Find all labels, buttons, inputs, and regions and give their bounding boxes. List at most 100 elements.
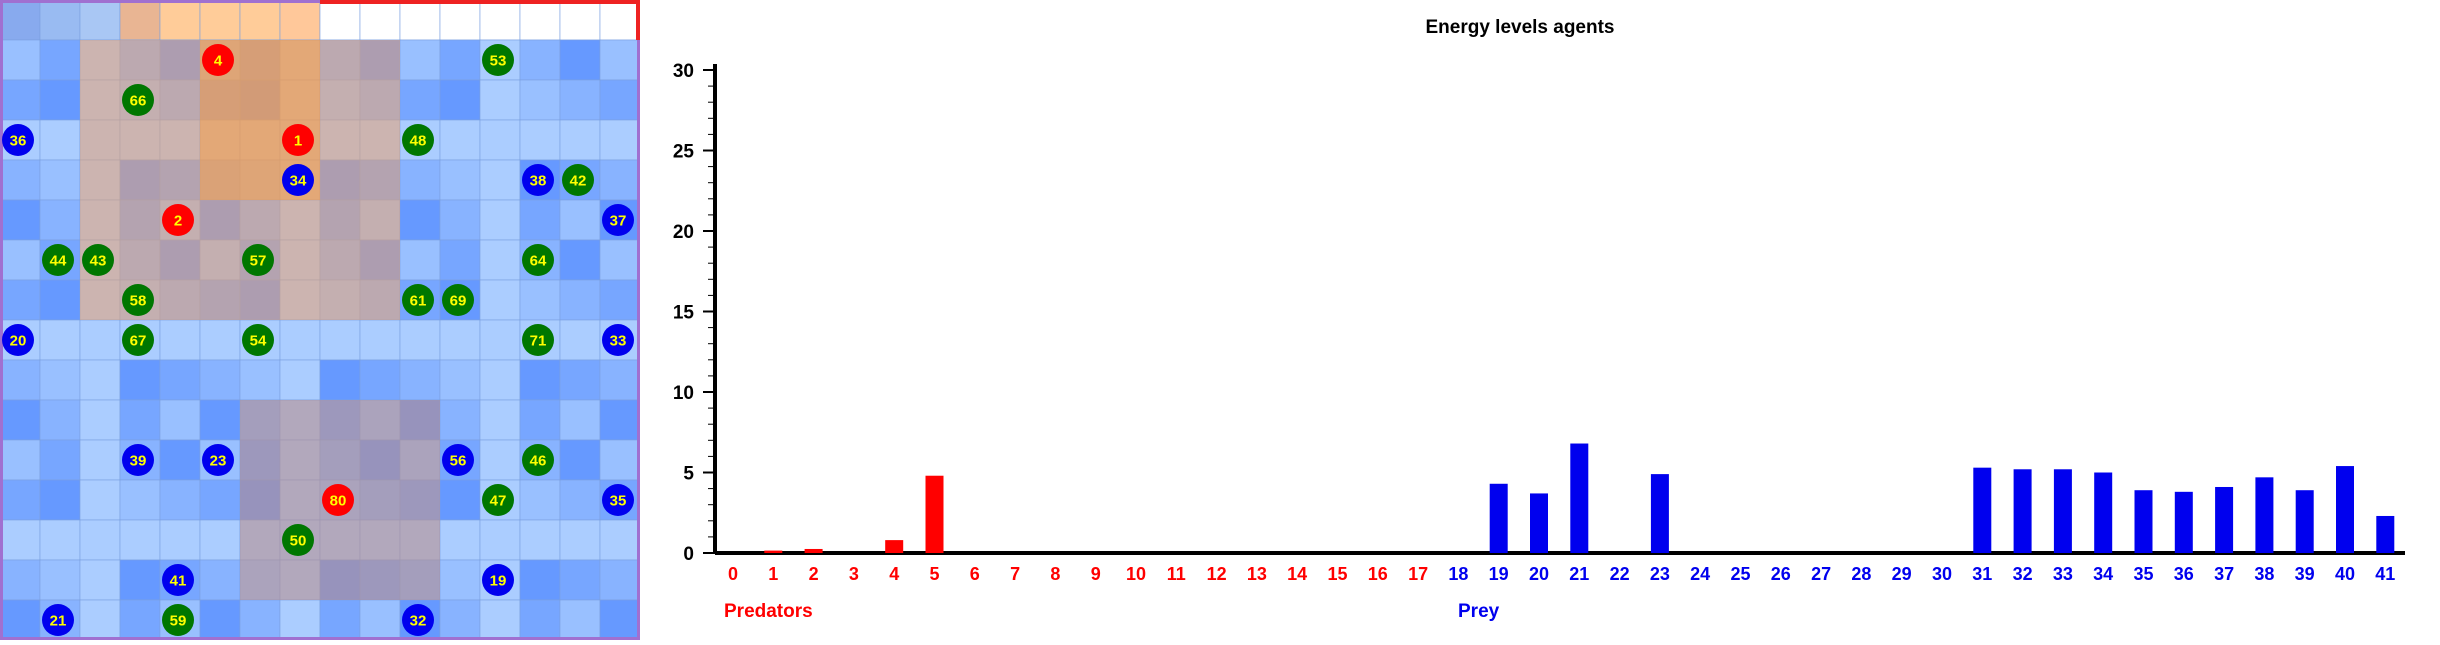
grazer-agent-marker[interactable] xyxy=(522,244,554,276)
grid-cell xyxy=(199,319,241,361)
prey-agent-marker[interactable] xyxy=(602,484,634,516)
group-label-predators: Predators xyxy=(724,601,813,622)
x-tick-label: 7 xyxy=(1010,564,1020,584)
prey-agent[interactable]: 32 xyxy=(402,604,434,636)
prey-agent[interactable]: 23 xyxy=(202,444,234,476)
prey-agent[interactable]: 38 xyxy=(522,164,554,196)
grid-cell xyxy=(599,599,641,641)
prey-agent[interactable]: 35 xyxy=(602,484,634,516)
grazer-agent[interactable]: 59 xyxy=(162,604,194,636)
grazer-agent-marker[interactable] xyxy=(482,44,514,76)
energy-bar-37 xyxy=(2215,486,2234,553)
grid-cell xyxy=(39,399,81,441)
grazer-agent-marker[interactable] xyxy=(122,324,154,356)
predator-agent-marker[interactable] xyxy=(162,204,194,236)
energy-bar-41 xyxy=(2376,515,2395,553)
grazer-agent[interactable]: 44 xyxy=(42,244,74,276)
grazer-agent-marker[interactable] xyxy=(82,244,114,276)
grazer-agent-marker[interactable] xyxy=(242,324,274,356)
x-tick-label: 12 xyxy=(1207,564,1227,584)
prey-agent[interactable]: 37 xyxy=(602,204,634,236)
grazer-agent-marker[interactable] xyxy=(482,484,514,516)
grid-cell xyxy=(79,599,121,641)
grid-cell xyxy=(399,359,441,401)
grazer-agent[interactable]: 69 xyxy=(442,284,474,316)
grid-cell xyxy=(119,599,161,641)
grazer-agent[interactable]: 54 xyxy=(242,324,274,356)
grazer-agent[interactable]: 43 xyxy=(82,244,114,276)
grazer-agent[interactable]: 53 xyxy=(482,44,514,76)
prey-agent-marker[interactable] xyxy=(122,444,154,476)
grazer-agent-marker[interactable] xyxy=(442,284,474,316)
grazer-agent[interactable]: 46 xyxy=(522,444,554,476)
prey-agent-marker[interactable] xyxy=(402,604,434,636)
prey-agent-marker[interactable] xyxy=(2,324,34,356)
prey-agent[interactable]: 41 xyxy=(162,564,194,596)
prey-agent[interactable]: 56 xyxy=(442,444,474,476)
grazer-agent-marker[interactable] xyxy=(162,604,194,636)
grid-cell xyxy=(439,119,481,161)
grazer-agent-marker[interactable] xyxy=(242,244,274,276)
grazer-agent-marker[interactable] xyxy=(282,524,314,556)
grazer-agent-marker[interactable] xyxy=(402,124,434,156)
prey-agent[interactable]: 21 xyxy=(42,604,74,636)
grazer-agent[interactable]: 64 xyxy=(522,244,554,276)
x-tick-label: 37 xyxy=(2214,564,2234,584)
prey-agent-marker[interactable] xyxy=(162,564,194,596)
prey-agent[interactable]: 19 xyxy=(482,564,514,596)
grid-cell xyxy=(479,79,521,121)
agent-id-label: 61 xyxy=(410,293,427,310)
agent-id-label: 39 xyxy=(130,453,147,470)
grazer-agent[interactable]: 48 xyxy=(402,124,434,156)
prey-agent-marker[interactable] xyxy=(202,444,234,476)
grazer-agent[interactable]: 71 xyxy=(522,324,554,356)
grazer-agent[interactable]: 66 xyxy=(122,84,154,116)
grazer-agent-marker[interactable] xyxy=(122,84,154,116)
prey-agent-marker[interactable] xyxy=(482,564,514,596)
prey-agent[interactable]: 33 xyxy=(602,324,634,356)
grazer-agent[interactable]: 57 xyxy=(242,244,274,276)
grazer-agent-marker[interactable] xyxy=(402,284,434,316)
grazer-agent[interactable]: 67 xyxy=(122,324,154,356)
grid-cell xyxy=(0,439,41,481)
prey-agent-marker[interactable] xyxy=(282,164,314,196)
grazer-agent-marker[interactable] xyxy=(122,284,154,316)
energy-bar-34 xyxy=(2094,472,2113,553)
x-tick-label: 35 xyxy=(2133,564,2153,584)
predator-agent[interactable]: 4 xyxy=(202,44,234,76)
predator-agent-marker[interactable] xyxy=(202,44,234,76)
x-tick-label: 28 xyxy=(1851,564,1871,584)
grazer-agent-marker[interactable] xyxy=(522,324,554,356)
prey-agent[interactable]: 20 xyxy=(2,324,34,356)
agent-id-label: 69 xyxy=(450,293,467,310)
grazer-agent[interactable]: 61 xyxy=(402,284,434,316)
grazer-agent-marker[interactable] xyxy=(42,244,74,276)
prey-agent-marker[interactable] xyxy=(602,324,634,356)
energy-bar-1 xyxy=(764,550,783,553)
grazer-agent[interactable]: 42 xyxy=(562,164,594,196)
prey-agent-marker[interactable] xyxy=(2,124,34,156)
predator-agent-marker[interactable] xyxy=(322,484,354,516)
prey-agent[interactable]: 39 xyxy=(122,444,154,476)
prey-agent-marker[interactable] xyxy=(442,444,474,476)
grazer-agent[interactable]: 58 xyxy=(122,284,154,316)
predator-agent[interactable]: 80 xyxy=(322,484,354,516)
grazer-agent-marker[interactable] xyxy=(562,164,594,196)
prey-agent[interactable]: 34 xyxy=(282,164,314,196)
grazer-agent[interactable]: 47 xyxy=(482,484,514,516)
prey-agent-marker[interactable] xyxy=(602,204,634,236)
grid-cell xyxy=(479,239,521,281)
predator-agent[interactable]: 2 xyxy=(162,204,194,236)
predator-agent-marker[interactable] xyxy=(282,124,314,156)
grazer-agent-marker[interactable] xyxy=(522,444,554,476)
agent-id-label: 48 xyxy=(410,133,427,150)
grid-cell xyxy=(439,239,481,281)
grid-cell xyxy=(239,599,281,641)
prey-agent[interactable]: 36 xyxy=(2,124,34,156)
prey-agent-marker[interactable] xyxy=(42,604,74,636)
predator-agent[interactable]: 1 xyxy=(282,124,314,156)
prey-agent-marker[interactable] xyxy=(522,164,554,196)
energy-bar-35 xyxy=(2134,490,2153,553)
energy-bar-23 xyxy=(1650,474,1669,553)
grazer-agent[interactable]: 50 xyxy=(282,524,314,556)
